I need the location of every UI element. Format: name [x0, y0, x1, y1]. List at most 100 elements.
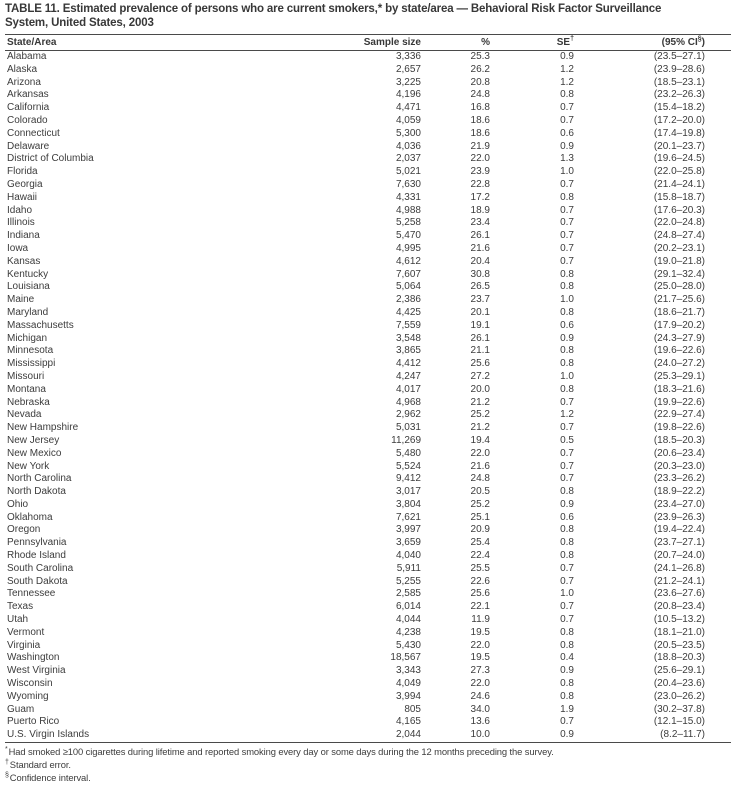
cell-standard-error: 0.8 [560, 486, 574, 498]
cell-sample-size: 5,430 [395, 639, 421, 651]
cell-state-area: Iowa [7, 242, 29, 254]
asterisk-superscript: * [5, 745, 8, 753]
cell-standard-error: 1.9 [560, 703, 574, 715]
cell-standard-error: 0.8 [560, 191, 574, 203]
table-row: New Hampshire 5,031 21.2 0.7 (19.8–22.6) [5, 422, 731, 435]
table-row: District of Columbia 2,037 22.0 1.3 (19.6–24… [5, 153, 731, 166]
cell-confidence-interval: (20.8–23.4) [653, 601, 705, 613]
cell-confidence-interval: (17.6–20.3) [653, 204, 705, 216]
cell-percent: 21.6 [470, 460, 490, 472]
smoking-prevalence-table: State/Area Sample size % SE† (95% CI§) A… [5, 34, 731, 743]
footnote-text: Standard error. [9, 758, 71, 770]
cell-standard-error: 0.8 [560, 639, 574, 651]
cell-percent: 26.1 [470, 230, 490, 242]
table-row: Oregon 3,997 20.9 0.8 (19.4–22.4) [5, 524, 731, 537]
cell-sample-size: 4,196 [395, 89, 421, 101]
cell-standard-error: 0.9 [560, 729, 574, 741]
footnote-text: Had smoked ≥100 cigarettes during lifeti… [8, 746, 554, 758]
cell-sample-size: 2,585 [395, 588, 421, 600]
cell-percent: 25.1 [470, 511, 490, 523]
cell-standard-error: 0.8 [560, 358, 574, 370]
col-header-confidence-interval: (95% CI§) [576, 34, 731, 51]
cell-sample-size: 2,037 [395, 153, 421, 165]
cell-sample-size: 5,021 [395, 166, 421, 178]
cell-state-area: Vermont [7, 626, 45, 638]
section-superscript: § [697, 35, 702, 43]
table-row: Wyoming 3,994 24.6 0.8 (23.0–26.2) [5, 691, 731, 704]
cell-standard-error: 0.8 [560, 550, 574, 562]
table-row: Kentucky 7,607 30.8 0.8 (29.1–32.4) [5, 269, 731, 282]
cell-percent: 19.4 [470, 434, 490, 446]
cell-confidence-interval: (12.1–15.0) [653, 716, 705, 728]
cell-standard-error: 0.7 [560, 242, 574, 254]
cell-state-area: Arizona [7, 76, 41, 88]
cell-percent: 17.2 [470, 191, 490, 203]
cell-state-area: Texas [7, 601, 34, 613]
footnotes: *Had smoked ≥100 cigarettes during lifet… [5, 746, 731, 784]
cell-standard-error: 0.8 [560, 281, 574, 293]
cell-sample-size: 5,480 [395, 447, 421, 459]
cell-state-area: Arkansas [7, 89, 49, 101]
cell-state-area: Maine [7, 294, 35, 306]
cell-standard-error: 0.7 [560, 575, 574, 587]
cell-sample-size: 3,865 [395, 345, 421, 357]
cell-confidence-interval: (24.8–27.4) [653, 230, 705, 242]
cell-sample-size: 18,567 [390, 652, 421, 664]
cell-percent: 21.6 [470, 242, 490, 254]
cell-percent: 25.3 [470, 51, 490, 62]
cell-confidence-interval: (18.9–22.2) [653, 486, 705, 498]
cell-state-area: Georgia [7, 178, 43, 190]
table-row: Washington 18,567 19.5 0.4 (18.8–20.3) [5, 652, 731, 665]
cell-sample-size: 2,962 [395, 409, 421, 421]
cell-percent: 21.2 [470, 396, 490, 408]
cell-sample-size: 3,343 [395, 665, 421, 677]
cell-sample-size: 4,017 [395, 383, 421, 395]
cell-confidence-interval: (18.8–20.3) [653, 652, 705, 664]
table-row: California 4,471 16.8 0.7 (15.4–18.2) [5, 102, 731, 115]
cell-confidence-interval: (23.7–27.1) [653, 537, 705, 549]
cell-confidence-interval: (22.0–24.8) [653, 217, 705, 229]
cell-confidence-interval: (18.5–23.1) [653, 76, 705, 88]
cell-confidence-interval: (15.4–18.2) [653, 102, 705, 114]
cell-sample-size: 4,995 [395, 242, 421, 254]
cell-state-area: Florida [7, 166, 38, 178]
cell-confidence-interval: (22.0–25.8) [653, 166, 705, 178]
cell-percent: 18.9 [470, 204, 490, 216]
cell-confidence-interval: (10.5–13.2) [653, 614, 705, 626]
table-row: Florida 5,021 23.9 1.0 (22.0–25.8) [5, 166, 731, 179]
cell-state-area: New York [7, 460, 50, 472]
cell-confidence-interval: (17.2–20.0) [653, 114, 705, 126]
cell-standard-error: 0.8 [560, 383, 574, 395]
cell-sample-size: 2,044 [395, 729, 421, 741]
table-row: Pennsylvania 3,659 25.4 0.8 (23.7–27.1) [5, 537, 731, 550]
col-header-state-area: State/Area [5, 34, 350, 51]
cell-state-area: New Jersey [7, 434, 60, 446]
cell-state-area: Tennessee [7, 588, 56, 600]
cell-sample-size: 4,331 [395, 191, 421, 203]
cell-state-area: Rhode Island [7, 550, 66, 562]
table-row: Texas 6,014 22.1 0.7 (20.8–23.4) [5, 601, 731, 614]
table-row: Illinois 5,258 23.4 0.7 (22.0–24.8) [5, 217, 731, 230]
cell-confidence-interval: (18.3–21.6) [653, 383, 705, 395]
col-header-standard-error: SE† [490, 34, 576, 51]
cell-confidence-interval: (24.0–27.2) [653, 358, 705, 370]
table-row: Oklahoma 7,621 25.1 0.6 (23.9–26.3) [5, 512, 731, 525]
dagger-superscript: † [5, 758, 9, 766]
cell-confidence-interval: (23.6–27.6) [653, 588, 705, 600]
cell-state-area: Mississippi [7, 358, 56, 370]
ci-label-close-paren: ) [701, 37, 705, 48]
table-row: South Dakota 5,255 22.6 0.7 (21.2–24.1) [5, 576, 731, 589]
table-row: Montana 4,017 20.0 0.8 (18.3–21.6) [5, 384, 731, 397]
cell-standard-error: 1.0 [560, 588, 574, 600]
cell-confidence-interval: (20.6–23.4) [653, 447, 705, 459]
cell-sample-size: 5,064 [395, 281, 421, 293]
cell-sample-size: 5,258 [395, 217, 421, 229]
cell-sample-size: 5,911 [396, 562, 421, 574]
cell-confidence-interval: (19.0–21.8) [653, 255, 705, 267]
table-row: Maryland 4,425 20.1 0.8 (18.6–21.7) [5, 307, 731, 320]
table-row: Hawaii 4,331 17.2 0.8 (15.8–18.7) [5, 192, 731, 205]
cell-standard-error: 0.8 [560, 626, 574, 638]
cell-percent: 26.1 [470, 332, 490, 344]
table-row: Massachusetts 7,559 19.1 0.6 (17.9–20.2) [5, 320, 731, 333]
